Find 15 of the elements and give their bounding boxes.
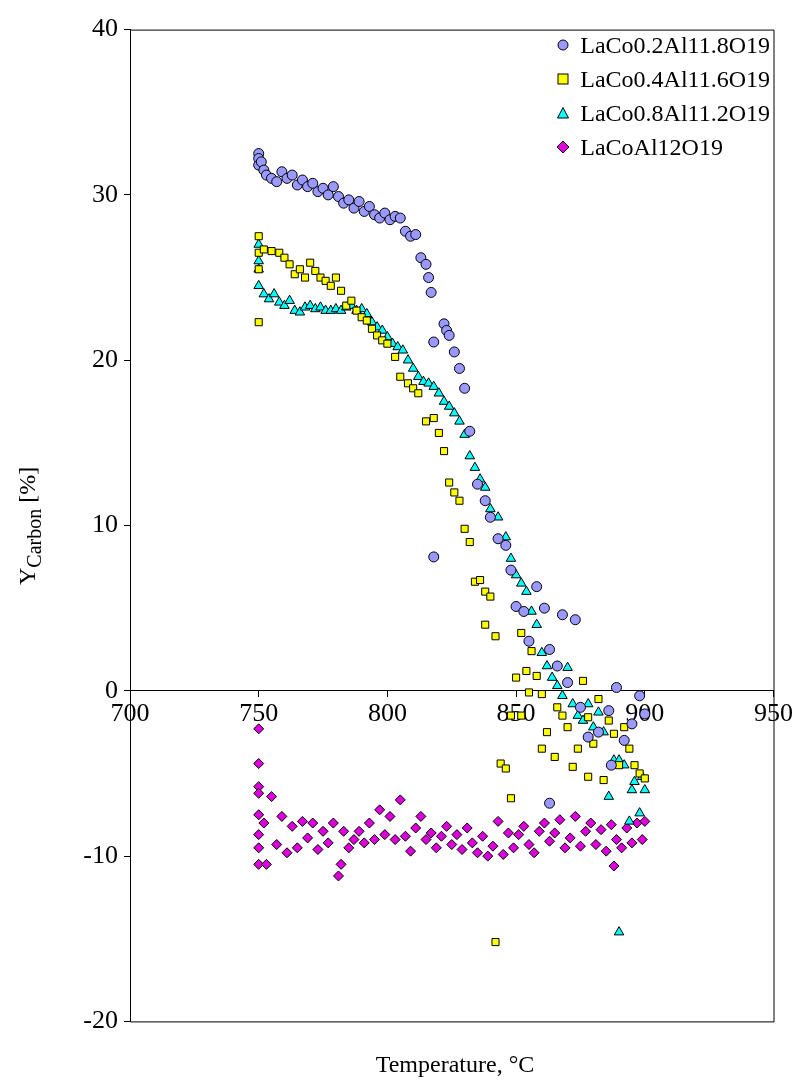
y-tick-label: -10: [83, 839, 118, 869]
y-tick-label: 20: [92, 344, 118, 374]
y-tick-label: -20: [83, 1005, 118, 1035]
legend-label: LaCoAl12O19: [580, 133, 723, 162]
x-tick-label: 950: [754, 698, 793, 728]
legend-label: LaCo0.8Al11.2O19: [580, 99, 770, 128]
x-tick-label: 750: [239, 698, 279, 728]
y-tick-label: 0: [105, 674, 118, 704]
y-tick-label: 40: [92, 13, 118, 43]
x-axis-title: Temperature, °C: [374, 1051, 536, 1078]
legend-label: LaCo0.4Al11.6O19: [580, 65, 770, 94]
y-tick-label: 30: [92, 178, 118, 208]
legend-label: LaCo0.2Al11.8O19: [580, 31, 770, 60]
x-tick-label: 800: [367, 698, 407, 728]
y-tick-label: 10: [92, 509, 118, 539]
